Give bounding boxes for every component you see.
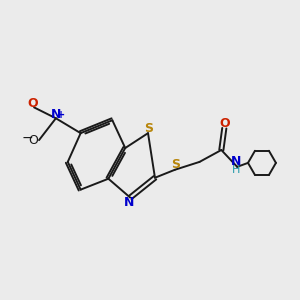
Text: O: O xyxy=(29,134,39,147)
Text: O: O xyxy=(27,97,38,110)
Text: N: N xyxy=(51,108,61,121)
Text: −: − xyxy=(22,131,34,145)
Text: O: O xyxy=(220,117,230,130)
Text: N: N xyxy=(124,196,134,209)
Text: H: H xyxy=(232,165,240,175)
Text: S: S xyxy=(144,122,153,135)
Text: S: S xyxy=(171,158,180,171)
Text: +: + xyxy=(57,110,65,120)
Text: N: N xyxy=(230,155,241,168)
